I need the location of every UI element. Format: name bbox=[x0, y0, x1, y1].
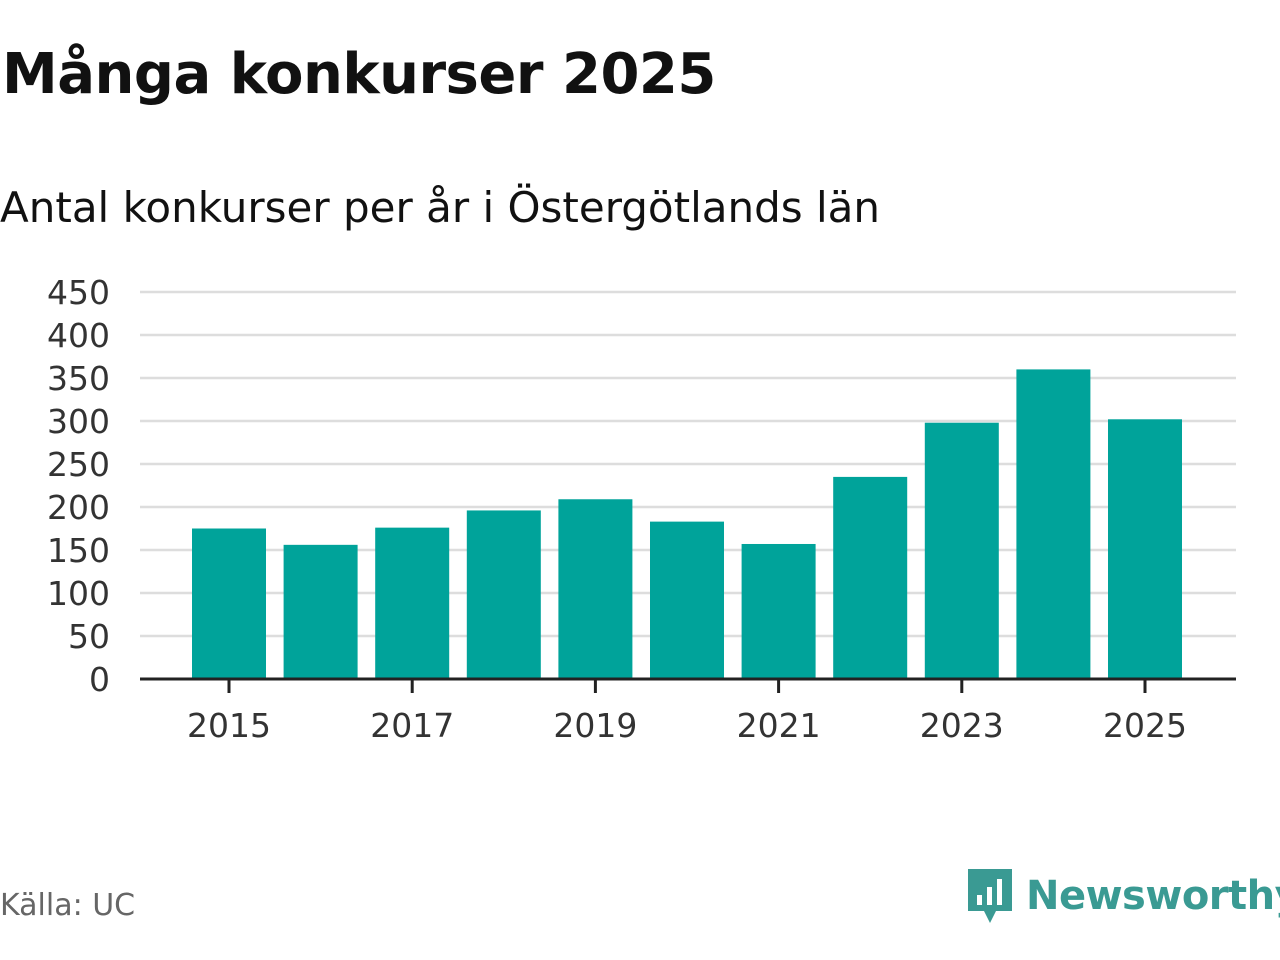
bar-2019 bbox=[558, 499, 633, 679]
x-tick-label: 2021 bbox=[737, 706, 821, 745]
bar-2020 bbox=[650, 521, 724, 679]
chart-title: Många konkurser 2025 bbox=[2, 42, 716, 107]
bar-2017 bbox=[375, 527, 450, 679]
x-tick-label: 2023 bbox=[920, 706, 1004, 745]
y-tick-label: 300 bbox=[47, 402, 110, 441]
x-tick-label: 2017 bbox=[370, 706, 454, 745]
y-tick-label: 400 bbox=[47, 316, 110, 355]
y-tick-label: 250 bbox=[47, 445, 110, 484]
source-note: Källa: UC bbox=[0, 888, 136, 923]
chart-subtitle: Antal konkurser per år i Östergötlands l… bbox=[0, 183, 881, 232]
x-tick-label: 2015 bbox=[187, 706, 271, 745]
bar-2024 bbox=[1016, 369, 1091, 679]
bar-2021 bbox=[741, 543, 816, 679]
y-tick-label: 150 bbox=[47, 531, 110, 570]
brand-logo: Newsworthy bbox=[964, 864, 1280, 928]
bar-2025 bbox=[1108, 419, 1182, 679]
newsworthy-logo-icon bbox=[968, 869, 1012, 923]
brand-name: Newsworthy bbox=[1026, 873, 1280, 919]
y-tick-label: 350 bbox=[47, 359, 110, 398]
bar-2018 bbox=[466, 510, 541, 679]
y-tick-label: 0 bbox=[89, 660, 110, 699]
axes bbox=[140, 677, 1236, 693]
bars bbox=[192, 369, 1182, 679]
y-tick-label: 100 bbox=[47, 574, 110, 613]
bar-2015 bbox=[192, 528, 266, 679]
tick-labels: 0 50 100 150 200 250 300 350 400 450 2015 2017 2019 2… bbox=[47, 273, 1187, 745]
bar-chart: 0 50 100 150 200 250 300 350 400 450 2015 2017 2019 2… bbox=[47, 273, 1236, 745]
x-tick-label: 2019 bbox=[553, 706, 637, 745]
bar-2022 bbox=[833, 476, 908, 679]
y-tick-label: 450 bbox=[47, 273, 110, 312]
bar-2023 bbox=[924, 422, 999, 679]
bar-2016 bbox=[283, 544, 358, 679]
y-tick-label: 200 bbox=[47, 488, 110, 527]
y-tick-label: 50 bbox=[68, 617, 110, 656]
x-tick-label: 2025 bbox=[1103, 706, 1187, 745]
